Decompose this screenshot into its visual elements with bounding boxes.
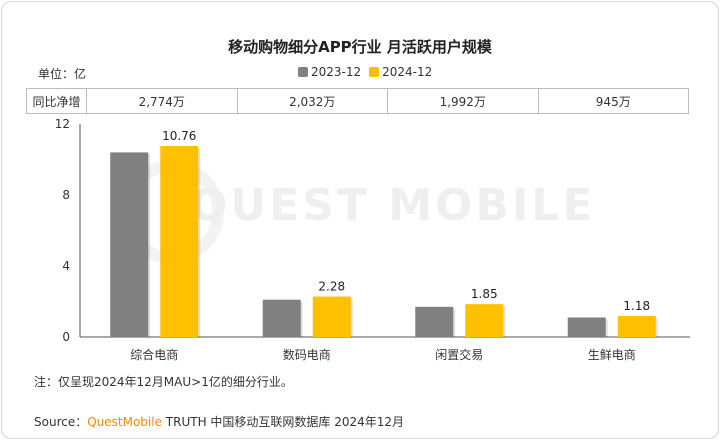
yoy-label: 同比净增 bbox=[27, 89, 87, 113]
data-label-1: 10.76 bbox=[162, 129, 196, 143]
unit-label: 单位：亿 bbox=[38, 67, 87, 81]
y-tick-label-8: 8 bbox=[62, 188, 70, 202]
y-tick-label-12: 12 bbox=[55, 117, 70, 131]
data-label-2: 2.28 bbox=[318, 280, 345, 294]
bar-2024-4 bbox=[617, 316, 656, 337]
bar-2023-2 bbox=[262, 299, 301, 337]
source-prefix: Source： bbox=[34, 415, 88, 429]
data-label-4: 1.18 bbox=[623, 299, 650, 313]
yoy-cell-1: 2,774万 bbox=[87, 89, 238, 113]
bar-2024-2 bbox=[312, 296, 351, 337]
yoy-table: 同比净增 2,774万 2,032万 1,992万 945万 bbox=[26, 88, 689, 114]
data-label-3: 1.85 bbox=[471, 287, 498, 301]
legend-swatch-2024 bbox=[369, 67, 380, 77]
legend-label-2023: 2023-12 bbox=[311, 65, 362, 79]
x-tick-label-4: 生鲜电商 bbox=[588, 347, 636, 362]
bar-2024-1 bbox=[160, 146, 199, 337]
source-brand: QuestMobile bbox=[87, 415, 162, 429]
legend-swatch-2023 bbox=[298, 67, 308, 77]
footnote: 注：仅呈现2024年12月MAU>1亿的细分行业。 bbox=[34, 375, 293, 389]
yoy-cell-3: 1,992万 bbox=[388, 89, 539, 113]
x-tick-label-2: 数码电商 bbox=[283, 347, 331, 362]
watermark-text: QUEST MOBILE bbox=[190, 180, 596, 231]
chart-title: 移动购物细分APP行业 月活跃用户规模 bbox=[228, 38, 492, 56]
bar-2024-3 bbox=[465, 304, 504, 337]
y-tick-label-4: 4 bbox=[62, 259, 70, 273]
x-tick-label-3: 闲置交易 bbox=[435, 347, 483, 362]
yoy-cell-4: 945万 bbox=[595, 94, 631, 109]
bar-2023-1 bbox=[110, 152, 149, 337]
legend: 2023-12 2024-12 bbox=[298, 65, 440, 79]
legend-item-2024: 2024-12 bbox=[369, 65, 432, 79]
legend-item-2023: 2023-12 bbox=[298, 65, 361, 79]
yoy-cell-2: 2,032万 bbox=[238, 89, 388, 113]
y-tick-label-0: 0 bbox=[62, 330, 70, 344]
x-tick-label-1: 综合电商 bbox=[130, 347, 178, 362]
legend-label-2024: 2024-12 bbox=[382, 65, 433, 79]
bar-2023-3 bbox=[415, 306, 454, 337]
source-line: Source：QuestMobile TRUTH 中国移动互联网数据库 2024… bbox=[34, 413, 404, 430]
source-rest: TRUTH 中国移动互联网数据库 2024年12月 bbox=[161, 415, 405, 429]
bar-2023-4 bbox=[567, 317, 606, 337]
